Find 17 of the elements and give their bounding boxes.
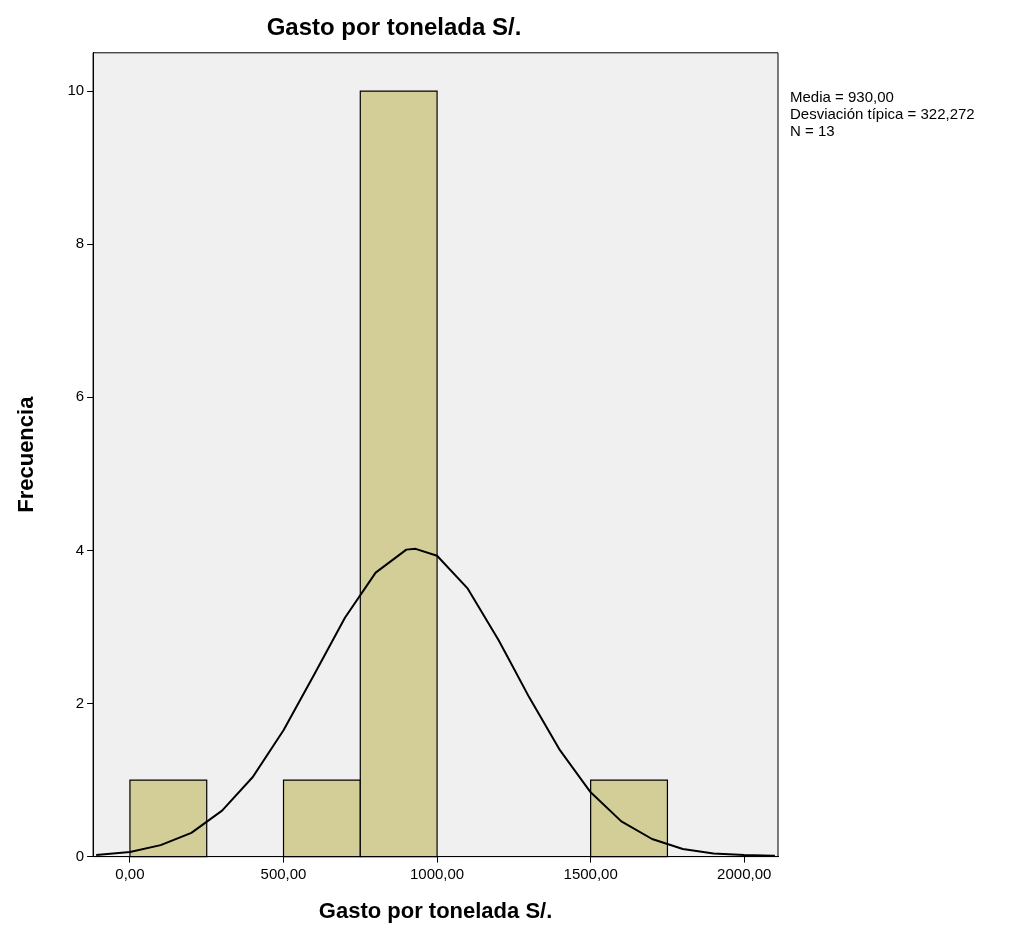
y-tick-label: 6 [75, 387, 85, 405]
x-axis-title: Gasto por tonelada S/. [318, 897, 553, 923]
y-tick-label: 2 [75, 693, 85, 711]
y-tick-label: 8 [75, 234, 85, 252]
text: Media = 930,00 [790, 88, 894, 106]
x-tick-label: 2000,00 [717, 864, 772, 882]
y-tick-label: 0 [75, 846, 85, 864]
y-tick-label: 4 [75, 540, 85, 558]
x-tick-label: 1000,00 [409, 864, 465, 882]
chart-title: Gasto por tonelada S/. [266, 13, 522, 41]
text: N = 13 [790, 122, 835, 140]
y-tick-label: 10 [67, 81, 85, 99]
x-tick-label: 1500,00 [563, 864, 618, 882]
y-axis-title: Frecuencia [13, 395, 39, 513]
text: Desviación típica = 322,272 [790, 105, 975, 123]
x-tick-label: 500,00 [260, 864, 307, 882]
x-tick-label: 0,00 [115, 864, 145, 882]
